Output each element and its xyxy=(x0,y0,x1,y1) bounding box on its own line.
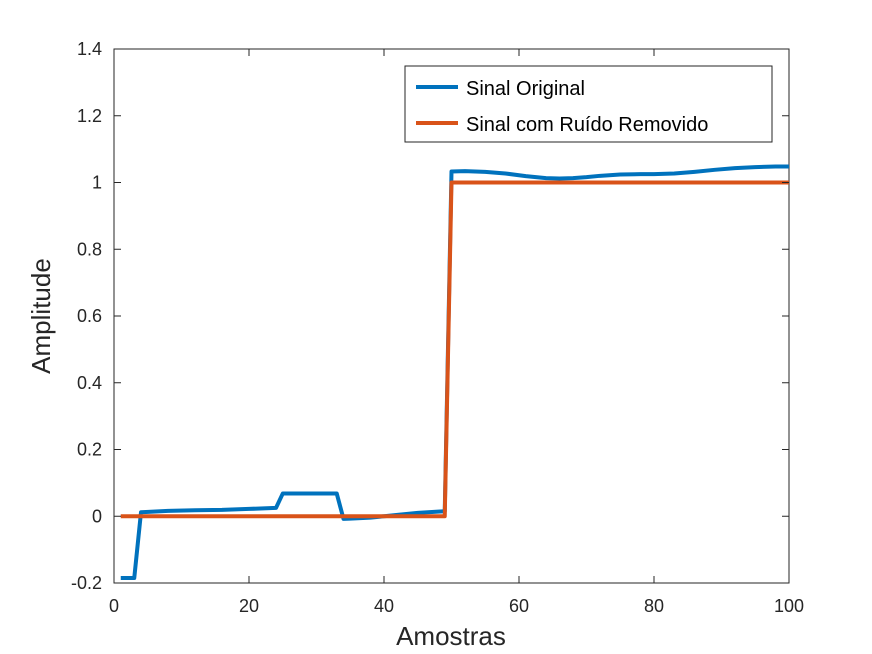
y-tick-label: 1.2 xyxy=(77,106,102,126)
y-tick-label: -0.2 xyxy=(71,573,102,593)
series-layer xyxy=(120,164,789,580)
y-tick-label: 1.4 xyxy=(77,39,102,59)
x-axis-label: Amostras xyxy=(396,621,506,651)
y-tick-label: 0.8 xyxy=(77,239,102,259)
legend-label-sinal-com-ruido-removido: Sinal com Ruído Removido xyxy=(466,114,708,136)
tick-layer: 0 20 40 60 80 100 -0.2 0 0.2 0.4 0.6 0.8 1 1.2 1.4 xyxy=(71,39,804,616)
y-axis-label: Amplitude xyxy=(26,258,56,374)
legend-label-sinal-original: Sinal Original xyxy=(466,78,585,100)
x-tick-label: 60 xyxy=(509,596,529,616)
legend: Sinal Original Sinal com Ruído Removido xyxy=(404,65,773,143)
x-tick-label: 0 xyxy=(109,596,119,616)
y-tick-label: 0.4 xyxy=(77,373,102,393)
series-line-sinal-original xyxy=(120,164,789,580)
legend-box xyxy=(404,65,773,143)
series-line-sinal-com-ruido-removido xyxy=(120,180,789,519)
x-tick-label: 80 xyxy=(644,596,664,616)
x-tick-label: 40 xyxy=(374,596,394,616)
x-tick-label: 100 xyxy=(774,596,804,616)
y-tick-label: 0.2 xyxy=(77,440,102,460)
y-tick-label: 0.6 xyxy=(77,306,102,326)
y-tick-label: 1 xyxy=(92,173,102,193)
y-tick-label: 0 xyxy=(92,506,102,526)
x-tick-label: 20 xyxy=(239,596,259,616)
